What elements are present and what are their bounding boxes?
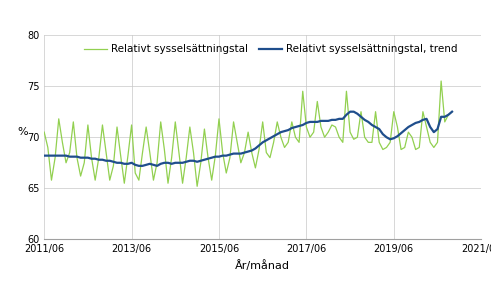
Legend: Relativt sysselsättningstal, Relativt sysselsättningstal, trend: Relativt sysselsättningstal, Relativt sy… <box>80 40 462 59</box>
Relativt sysselsättningstal <box>172 120 178 124</box>
Relativt sysselsättningstal <box>56 117 62 121</box>
Relativt sysselsättningstal, trend <box>355 112 360 116</box>
Relativt sysselsättningstal <box>52 156 58 159</box>
Line: Relativt sysselsättningstal, trend: Relativt sysselsättningstal, trend <box>44 112 452 166</box>
Relativt sysselsättningstal, trend <box>427 125 433 129</box>
Line: Relativt sysselsättningstal: Relativt sysselsättningstal <box>44 81 452 186</box>
Relativt sysselsättningstal, trend <box>387 138 393 141</box>
Y-axis label: %: % <box>17 127 28 137</box>
Relativt sysselsättningstal, trend <box>56 154 62 157</box>
Relativt sysselsättningstal, trend <box>347 110 353 113</box>
Relativt sysselsättningstal <box>449 110 455 113</box>
Relativt sysselsättningstal <box>194 185 200 188</box>
Relativt sysselsättningstal <box>41 130 47 134</box>
Relativt sysselsättningstal <box>438 79 444 83</box>
Relativt sysselsättningstal <box>424 125 430 129</box>
Relativt sysselsättningstal <box>383 146 389 149</box>
X-axis label: År/månad: År/månad <box>235 260 290 271</box>
Relativt sysselsättningstal, trend <box>176 161 182 164</box>
Relativt sysselsättningstal <box>351 138 356 141</box>
Relativt sysselsättningstal, trend <box>41 154 47 157</box>
Relativt sysselsättningstal, trend <box>52 154 58 157</box>
Relativt sysselsättningstal, trend <box>136 164 142 168</box>
Relativt sysselsättningstal, trend <box>449 110 455 113</box>
